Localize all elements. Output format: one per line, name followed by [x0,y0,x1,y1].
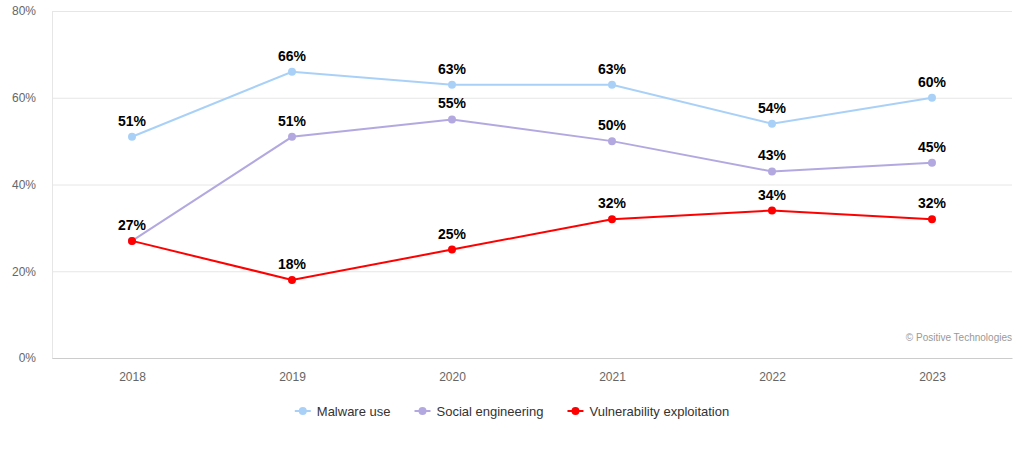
y-tick-label: 0% [19,351,37,365]
data-label: 50% [598,117,627,133]
x-tick: 2019 [279,370,306,384]
series-line [132,72,932,137]
data-label: 27% [118,217,147,233]
y-tick: 0% [19,351,1012,365]
data-point [608,81,616,89]
legend-item: Vulnerability exploitation [567,404,729,419]
legend: Malware use Social engineering Vulnerabili… [295,404,729,419]
x-tick: 2020 [439,370,466,384]
data-point [448,81,456,89]
y-tick-label: 20% [12,265,36,279]
legend-symbol [299,407,307,415]
x-tick-label: 2022 [759,370,786,384]
data-label: 51% [118,113,147,129]
data-point [928,215,936,223]
data-label: 63% [598,61,627,77]
data-point [768,120,776,128]
data-point [928,94,936,102]
y-tick-label: 60% [12,91,36,105]
data-point [128,237,136,245]
legend-label: Social engineering [437,404,544,419]
grid-line [52,271,1012,272]
data-point [128,237,136,245]
data-label: 60% [918,74,947,90]
legend-item: Malware use [295,404,391,419]
y-axis-line [53,12,1013,359]
y-tick: 80% [12,4,1012,18]
x-axis: 2018 2019 2020 2021 2022 2023 [53,359,1013,384]
grid-line [52,11,1012,12]
grid-line [52,358,1012,359]
grid-line [52,185,1012,186]
data-point [288,133,296,141]
y-tick: 20% [12,265,1012,279]
x-tick: 2018 [119,370,146,384]
legend-symbol [419,407,427,415]
data-labels: 51% 66% 63% 63% 54% 60% 51% 55% 50% 43% 45% 27% 18% 2… [118,48,947,272]
data-label: 32% [918,195,947,211]
grid-line [52,98,1012,99]
x-tick-label: 2020 [439,370,466,384]
chart: 0% 20% 40% 60% 80% 2018 2019 2020 2021 2022 2023 51… [0,0,1024,455]
data-point [608,215,616,223]
legend-label: Malware use [317,404,391,419]
legend-item: Social engineering [415,404,544,419]
data-point [288,276,296,284]
data-label: 55% [438,95,467,111]
data-point [608,137,616,145]
data-label: 66% [278,48,307,64]
x-tick-label: 2021 [599,370,626,384]
y-tick: 40% [12,178,1012,192]
y-tick-label: 80% [12,4,36,18]
x-tick: 2022 [759,370,786,384]
y-axis: 0% 20% 40% 60% 80% [12,4,1012,365]
data-label: 32% [598,195,627,211]
data-point [128,133,136,141]
x-tick-label: 2019 [279,370,306,384]
legend-symbol [571,407,579,415]
data-label: 18% [278,256,307,272]
y-tick: 60% [12,91,1012,105]
series-line [132,211,932,280]
data-label: 45% [918,139,947,155]
data-label: 25% [438,226,467,242]
data-point [928,159,936,167]
x-tick: 2023 [919,370,946,384]
annotation: © Positive Technologies [906,332,1012,343]
data-label: 34% [758,187,787,203]
y-tick-label: 40% [12,178,36,192]
data-point [448,115,456,123]
data-point [288,68,296,76]
x-tick: 2021 [599,370,626,384]
series-line [132,119,932,240]
data-label: 63% [438,61,467,77]
x-tick-label: 2018 [119,370,146,384]
data-label: 43% [758,147,787,163]
data-point [768,167,776,175]
plot-marks [128,68,936,284]
data-label: 54% [758,100,787,116]
data-point [768,207,776,215]
data-label: 51% [278,113,307,129]
legend-label: Vulnerability exploitation [589,404,729,419]
data-point [448,246,456,254]
x-tick-label: 2023 [919,370,946,384]
x-axis-line [53,358,1013,359]
